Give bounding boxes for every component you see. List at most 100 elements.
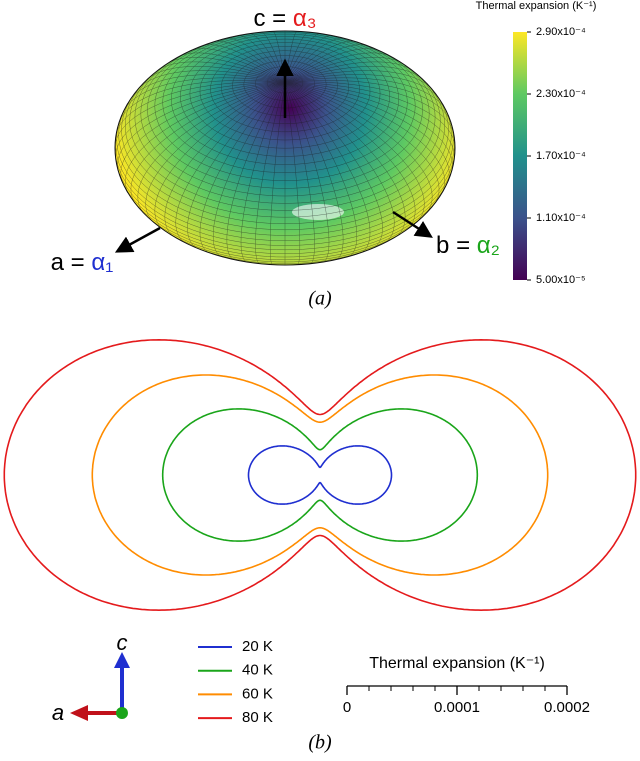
axis-arrow — [114, 226, 161, 253]
mesh-line — [115, 82, 286, 160]
mesh-line — [147, 66, 286, 83]
expansion-curve — [3, 338, 637, 612]
mesh-line — [284, 80, 451, 122]
axis-symbol: α₁ — [91, 249, 113, 276]
mesh-line — [164, 82, 286, 238]
arrow-head — [114, 652, 130, 668]
mesh-line — [284, 48, 380, 83]
axis-label: c — [117, 630, 128, 655]
origin-dot — [116, 707, 128, 719]
mesh-line — [284, 82, 330, 263]
scale-tick-label: 0.0001 — [434, 699, 480, 716]
mesh-line — [175, 82, 286, 245]
mesh-line — [125, 82, 286, 195]
caption: (a) — [308, 288, 332, 310]
legend-label: 40 K — [242, 662, 273, 679]
mesh-line — [200, 44, 286, 83]
mesh-line — [284, 82, 383, 250]
mesh-line — [284, 57, 405, 83]
mesh-line — [224, 37, 286, 83]
mesh-line — [284, 70, 432, 89]
mesh-line — [116, 81, 286, 133]
mesh-line — [130, 82, 286, 205]
mesh-line — [187, 82, 286, 250]
highlight — [292, 204, 344, 220]
mesh-line — [284, 82, 433, 215]
axis-symbol: α₃ — [293, 5, 317, 32]
axis-name: a = — [51, 249, 85, 276]
mesh-line — [213, 40, 286, 83]
mesh-line — [145, 82, 286, 224]
mesh-line — [284, 82, 395, 245]
mesh-line — [284, 82, 344, 261]
mesh-line — [284, 35, 334, 83]
colorbar-title: Thermal expansion (K⁻¹) — [476, 0, 597, 12]
mesh-line — [284, 82, 315, 265]
scale-tick-label: 0.0002 — [544, 699, 590, 716]
mesh-line — [284, 61, 413, 83]
mesh-line — [165, 57, 286, 83]
expansion-curve — [247, 445, 393, 505]
axis-name: c = — [253, 5, 286, 32]
mesh-line — [284, 74, 440, 99]
mesh-line — [236, 35, 286, 83]
mesh-line — [284, 82, 455, 145]
mesh — [115, 31, 455, 265]
scale-tick-label: 0 — [343, 699, 351, 716]
axis-name: b = — [436, 232, 470, 259]
mesh-line — [119, 80, 286, 122]
axis-label: c = α₃ — [253, 5, 316, 32]
mesh-line — [284, 82, 440, 205]
axis-label: a = α₁ — [51, 249, 114, 276]
mesh-line — [124, 77, 286, 110]
mesh-line — [284, 52, 393, 83]
arrow-head — [70, 705, 88, 721]
mesh-line — [199, 82, 286, 255]
mesh-line — [284, 44, 370, 83]
mesh-line — [130, 74, 286, 99]
mesh-line — [177, 52, 286, 83]
mesh-line — [284, 82, 453, 172]
colorbar-tick-label: 1.10x10⁻⁴ — [536, 212, 586, 224]
mesh-line — [284, 82, 358, 258]
mesh-line — [240, 82, 286, 263]
mesh-line — [212, 82, 286, 258]
legend-label: 60 K — [242, 685, 273, 702]
axis-symbol: α₂ — [477, 232, 500, 259]
mesh-line — [284, 82, 455, 160]
mesh-line — [115, 147, 455, 246]
mesh-line — [226, 82, 286, 261]
axis-label: b = α₂ — [436, 232, 500, 259]
legend-label: 20 K — [242, 638, 273, 655]
mesh-line — [137, 82, 286, 215]
mesh-line — [117, 82, 286, 172]
colorbar-tick-label: 1.70x10⁻⁴ — [536, 150, 586, 162]
mesh-line — [284, 82, 301, 265]
mesh-line — [284, 66, 423, 83]
axis-label: a — [52, 700, 64, 725]
mesh-line — [284, 82, 450, 184]
mesh-line — [284, 37, 346, 83]
mesh-line — [138, 70, 286, 89]
colorbar-tick-label: 2.30x10⁻⁴ — [536, 88, 586, 100]
mesh-line — [129, 65, 441, 211]
mesh-line — [190, 48, 286, 83]
colorbar-tick-label: 2.90x10⁻⁴ — [536, 26, 586, 38]
colorbar-tick-label: 5.00x10⁻⁵ — [536, 274, 586, 286]
caption: (b) — [308, 732, 332, 754]
mesh-line — [115, 82, 286, 145]
mesh-line — [284, 82, 425, 224]
axis-arrow — [392, 210, 433, 238]
mesh-line — [157, 61, 286, 83]
expansion-curve — [91, 374, 549, 576]
mesh-line — [284, 82, 445, 195]
colorbar — [513, 32, 527, 280]
mesh-line — [284, 82, 371, 255]
mesh-line — [284, 81, 454, 133]
expansion-curve — [161, 408, 479, 542]
mesh-line — [120, 82, 286, 184]
mesh-line — [284, 82, 416, 231]
mesh-line — [284, 40, 357, 83]
mesh-line — [269, 82, 286, 265]
